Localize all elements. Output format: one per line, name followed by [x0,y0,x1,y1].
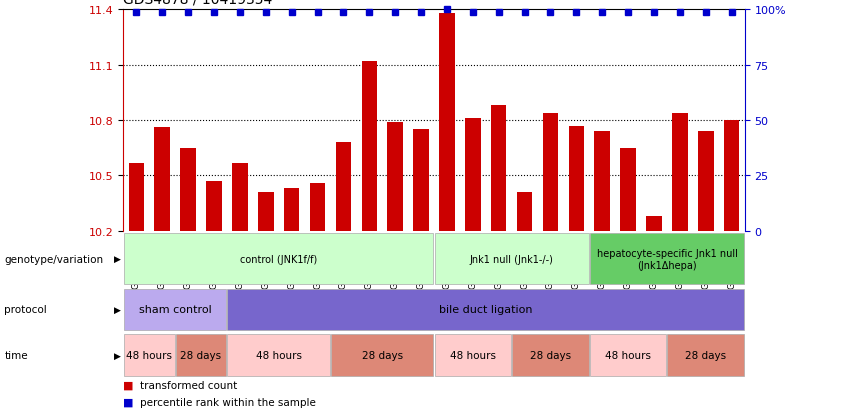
Bar [439,14,454,231]
Bar [414,130,429,231]
Text: 48 hours: 48 hours [450,350,496,360]
Text: bile duct ligation: bile duct ligation [439,305,533,315]
Text: percentile rank within the sample: percentile rank within the sample [140,396,317,407]
Text: Jnk1 null (Jnk1-/-): Jnk1 null (Jnk1-/-) [470,254,554,264]
FancyBboxPatch shape [435,334,511,376]
Text: 28 days: 28 days [180,350,221,360]
Bar [284,189,300,231]
Bar [310,183,325,231]
Bar [724,121,740,231]
Text: hepatocyte-specific Jnk1 null
(Jnk1Δhepa): hepatocyte-specific Jnk1 null (Jnk1Δhepa… [597,248,738,270]
FancyBboxPatch shape [124,233,433,285]
Text: ■: ■ [123,380,134,390]
Text: protocol: protocol [4,305,47,315]
Bar [206,182,222,231]
Bar [129,163,144,231]
Bar [620,148,636,231]
Bar [232,163,248,231]
Text: genotype/variation: genotype/variation [4,254,103,264]
Bar [517,192,533,231]
FancyBboxPatch shape [175,334,226,376]
Bar [672,114,688,231]
FancyBboxPatch shape [512,334,589,376]
Text: ■: ■ [123,396,134,407]
Bar [154,128,170,231]
FancyBboxPatch shape [435,233,589,285]
Bar [568,126,584,231]
FancyBboxPatch shape [227,334,330,376]
Text: GDS4878 / 10419354: GDS4878 / 10419354 [123,0,272,6]
Text: 48 hours: 48 hours [605,350,651,360]
Bar [335,143,351,231]
Bar [180,148,196,231]
FancyBboxPatch shape [124,334,174,376]
Text: sham control: sham control [139,305,212,315]
Bar [698,132,713,231]
Text: ▶: ▶ [114,255,121,263]
Bar [646,216,662,231]
FancyBboxPatch shape [227,289,744,331]
Bar [258,192,273,231]
FancyBboxPatch shape [667,334,744,376]
Bar [595,132,610,231]
Bar [465,119,481,231]
Bar [543,114,558,231]
Text: ▶: ▶ [114,305,121,314]
Text: 28 days: 28 days [530,350,571,360]
Text: 28 days: 28 days [362,350,403,360]
Text: transformed count: transformed count [140,380,237,390]
Text: time: time [4,350,28,360]
FancyBboxPatch shape [124,289,226,331]
Text: 28 days: 28 days [685,350,727,360]
Text: 48 hours: 48 hours [255,350,302,360]
Bar [387,123,403,231]
Text: 48 hours: 48 hours [126,350,172,360]
Bar [491,106,506,231]
FancyBboxPatch shape [590,334,666,376]
Text: control (JNK1f/f): control (JNK1f/f) [240,254,317,264]
FancyBboxPatch shape [331,334,433,376]
Text: ▶: ▶ [114,351,121,360]
FancyBboxPatch shape [590,233,744,285]
Bar [362,62,377,231]
